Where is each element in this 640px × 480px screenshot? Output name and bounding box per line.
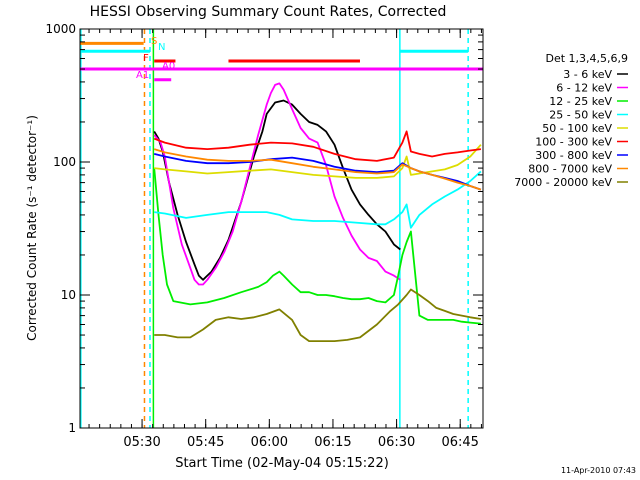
flag-labels: S N F A0 A1: [136, 36, 175, 81]
flag-label-n: N: [158, 42, 165, 53]
x-tick-label: 06:15: [314, 435, 351, 450]
legend-label: 7000 - 20000 keV: [514, 176, 612, 189]
y-tick-label: 1: [68, 421, 76, 435]
series-line: [153, 82, 401, 286]
series-line: [153, 130, 482, 162]
legend-label: 6 - 12 keV: [556, 82, 612, 95]
y-tick-label: 100: [53, 155, 76, 169]
x-tick-label: 06:45: [441, 435, 478, 450]
flag-bars: [80, 41, 483, 82]
legend-label: 50 - 100 keV: [542, 122, 612, 135]
series-line: [153, 99, 401, 281]
plot-area-group: [80, 29, 483, 428]
legend-label: 12 - 25 keV: [549, 95, 612, 108]
series-line: [153, 148, 482, 191]
x-tick-label: 06:30: [378, 435, 415, 450]
footer-timestamp: 11-Apr-2010 07:43: [561, 466, 636, 475]
series-line: [154, 144, 482, 179]
y-axis-label: Corrected Count Rate (s⁻¹ detector⁻¹): [25, 115, 39, 341]
series-line: [154, 170, 482, 229]
series-line: [154, 288, 482, 343]
series-line: [153, 168, 481, 325]
legend-label: 25 - 50 keV: [549, 109, 612, 122]
chart-title: HESSI Observing Summary Count Rates, Cor…: [90, 4, 447, 20]
x-axis: 05:30 05:45 06:00 06:15 06:30 06:45: [88, 29, 482, 450]
legend-label: 3 - 6 keV: [563, 68, 612, 81]
time-markers: [80, 29, 469, 428]
series-lines: [153, 82, 482, 343]
plot-frame: [79, 28, 484, 429]
flag-label-a0: A0: [162, 61, 175, 72]
x-tick-label: 05:30: [123, 435, 160, 450]
legend-title: Det 1,3,4,5,6,9: [545, 52, 628, 65]
x-tick-label: 06:00: [251, 435, 288, 450]
flag-label-f: F: [143, 53, 149, 64]
legend-label: 100 - 300 keV: [535, 136, 612, 149]
x-axis-label: Start Time (02-May-04 05:15:22): [175, 456, 389, 471]
flag-label-s: S: [151, 36, 157, 47]
legend-label: 800 - 7000 keV: [528, 163, 612, 176]
y-axis: 1 10 100 1000: [45, 22, 483, 435]
x-tick-label: 05:45: [187, 435, 224, 450]
legend-label: 300 - 800 keV: [535, 149, 612, 162]
y-tick-label: 1000: [45, 22, 76, 36]
y-tick-label: 10: [61, 288, 76, 302]
flag-label-a1: A1: [136, 70, 149, 81]
